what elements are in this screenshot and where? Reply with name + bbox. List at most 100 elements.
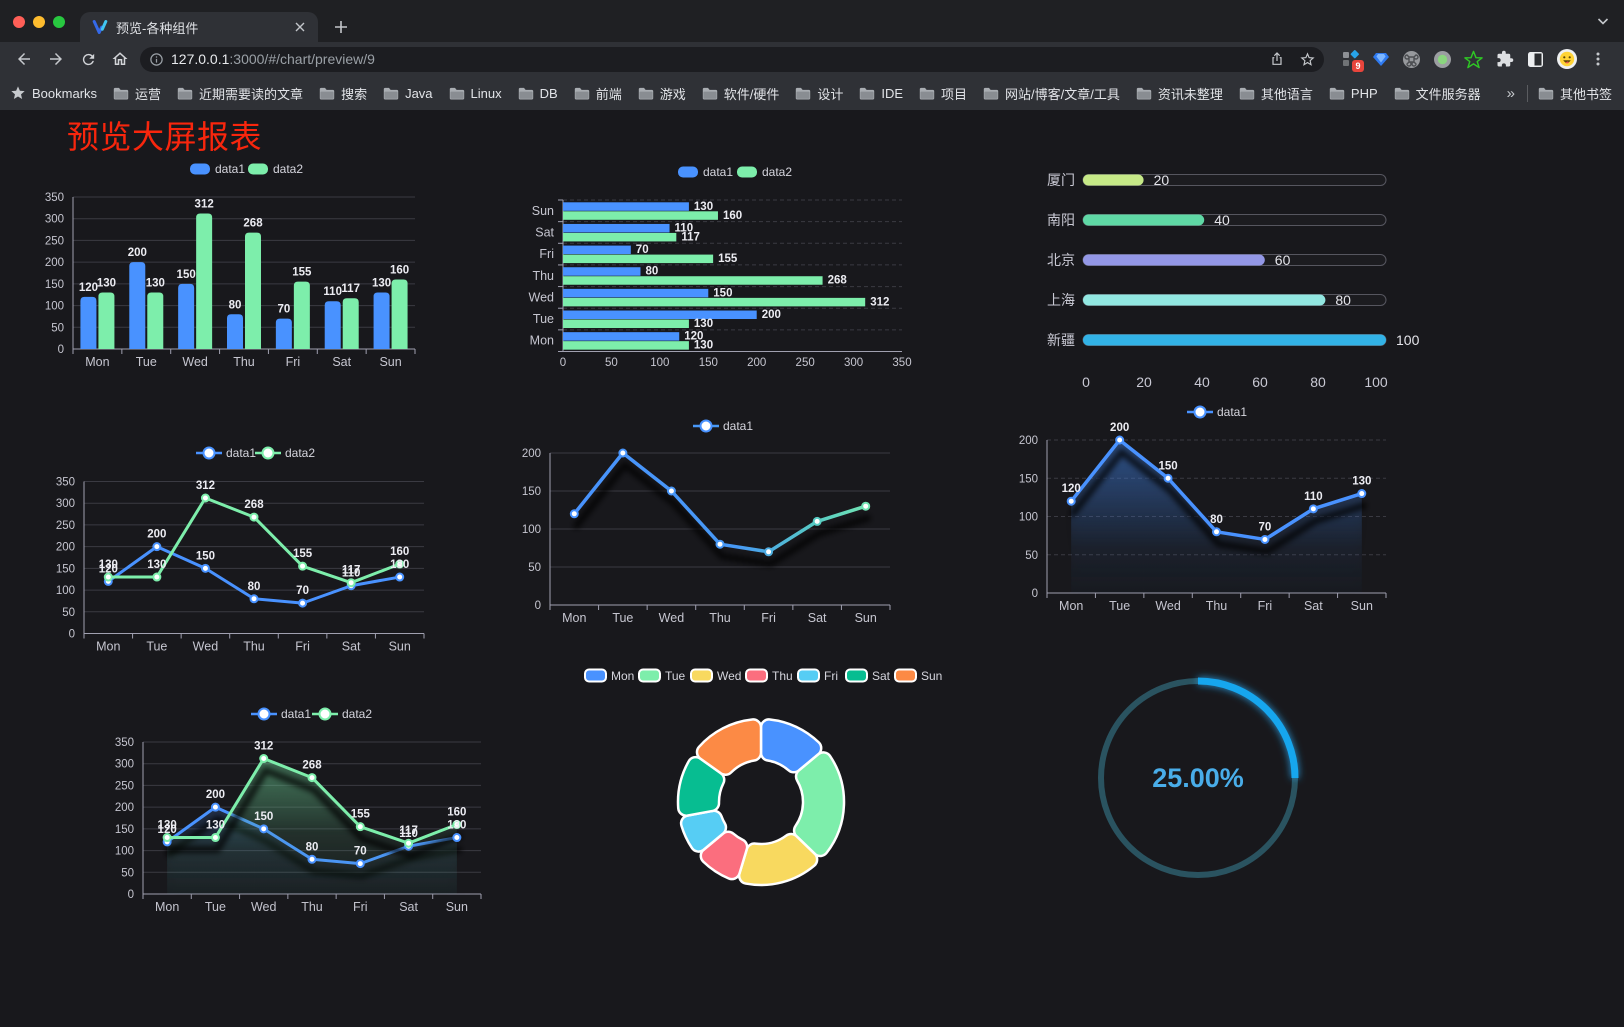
bookmark-item[interactable]: Linux <box>449 86 502 101</box>
extension-grid-icon[interactable]: 9 <box>1334 46 1365 72</box>
other-bookmarks-folder[interactable]: 其他书签 <box>1538 84 1612 103</box>
extensions-puzzle-icon[interactable] <box>1489 46 1520 72</box>
bookmark-item[interactable]: DB <box>518 86 558 101</box>
chart-gauge[interactable]: 25.00% <box>1098 677 1299 878</box>
data-point <box>1260 534 1270 544</box>
x-axis-label: Wed <box>193 640 219 654</box>
x-axis-label: Mon <box>155 900 179 914</box>
browser-menu-kebab-icon[interactable] <box>1582 46 1613 72</box>
forward-button[interactable] <box>40 45 72 73</box>
x-axis-label: Sun <box>379 355 401 369</box>
close-window-button[interactable] <box>13 16 25 28</box>
bookmark-label: Linux <box>470 85 502 101</box>
reload-button[interactable] <box>72 45 104 73</box>
address-bar[interactable]: 127.0.0.1:3000/#/chart/preview/9 <box>140 45 1324 73</box>
chart-line-gradient[interactable]: 0 50 100 150 200 Mon Tue Wed Thu Fri Sat Sun data1 <box>522 419 891 625</box>
bar <box>563 310 757 320</box>
legend-swatch[interactable] <box>745 668 768 683</box>
legend-swatch[interactable] <box>678 166 698 178</box>
bookmark-item[interactable]: 运营 <box>113 84 161 103</box>
progress-fill <box>1083 294 1326 306</box>
bookmark-item[interactable]: PHP <box>1329 86 1378 101</box>
legend-swatch[interactable] <box>894 668 917 683</box>
chart-donut[interactable]: Mon Tue Wed Thu Fri Sat Sun <box>584 668 942 887</box>
value-label: 268 <box>244 499 264 511</box>
value-label: 120 <box>79 282 98 294</box>
value-label: 155 <box>292 267 312 279</box>
legend-swatch[interactable] <box>690 668 713 683</box>
extension-gem-icon[interactable] <box>1365 46 1396 72</box>
bookmark-item[interactable]: 游戏 <box>638 84 686 103</box>
bookmark-item[interactable]: 资讯未整理 <box>1136 84 1223 103</box>
new-tab-button[interactable] <box>330 16 352 38</box>
chart-progress-bars[interactable]: 厦门 20 南阳 40 北京 60 上海 80 新疆 100 0 20 40 60 80 100 <box>1047 172 1420 390</box>
bookmark-item[interactable]: Java <box>383 86 433 101</box>
folder-icon <box>860 87 875 99</box>
bookmark-item[interactable]: 设计 <box>795 84 843 103</box>
y-axis-label: Fri <box>539 247 554 261</box>
extension-star-icon[interactable] <box>1458 46 1489 72</box>
chart-line-area[interactable]: 0 50 100 150 200 Mon Tue Wed Thu Fri Sat Sun 120 200 1… <box>1019 405 1387 613</box>
value-label: 80 <box>306 841 319 853</box>
x-axis-label: Tue <box>205 900 226 914</box>
legend-swatch[interactable] <box>638 668 661 683</box>
bookmark-label: 搜索 <box>341 86 368 102</box>
legend-swatch[interactable] <box>737 166 757 178</box>
bookmarks-manager-item[interactable]: Bookmarks <box>10 85 97 101</box>
bookmarks-separator <box>1526 84 1528 102</box>
share-icon[interactable] <box>1262 45 1292 73</box>
chart-line-two-series[interactable]: 0 50 100 150 200 250 300 350 Mon Tue Wed Thu Fri Sat S… <box>56 446 425 654</box>
bookmark-item[interactable]: 软件/硬件 <box>702 84 779 103</box>
legend-swatch[interactable] <box>190 163 210 175</box>
chart-bar-grouped[interactable]: 0 50 100 150 200 250 300 350 Mon Tue Wed Thu Fri Sat S… <box>45 162 416 369</box>
legend-swatch[interactable] <box>584 668 607 683</box>
zoom-window-button[interactable] <box>53 16 65 28</box>
bookmark-item[interactable]: 近期需要读的文章 <box>177 84 303 103</box>
bookmark-item[interactable]: IDE <box>859 86 903 101</box>
bookmark-item[interactable]: 文件服务器 <box>1394 84 1481 103</box>
value-label: 160 <box>390 265 409 277</box>
legend-swatch[interactable] <box>797 668 820 683</box>
legend-swatch[interactable] <box>248 163 268 175</box>
bookmarks-overflow-chevron[interactable]: » <box>1506 84 1515 102</box>
data-point <box>259 754 269 764</box>
profile-avatar[interactable] <box>1551 46 1582 72</box>
bookmark-item[interactable]: 项目 <box>919 84 967 103</box>
pie-slice[interactable] <box>695 718 763 777</box>
legend-label: Mon <box>611 669 634 683</box>
x-axis-label: Thu <box>301 900 323 914</box>
y-axis-label: 50 <box>1025 550 1038 562</box>
bookmark-item[interactable]: 搜索 <box>319 84 367 103</box>
bar <box>275 318 292 349</box>
extension-record-icon[interactable] <box>1427 46 1458 72</box>
tab-search-chevron-icon[interactable] <box>1596 14 1610 28</box>
value-label: 130 <box>147 559 166 571</box>
legend-label: data2 <box>762 165 792 179</box>
bookmark-item[interactable]: 前端 <box>574 84 622 103</box>
x-axis-label: Thu <box>243 640 265 654</box>
bar <box>563 232 677 242</box>
browser-tab[interactable]: 预览-各种组件 <box>80 12 318 42</box>
back-button[interactable] <box>8 45 40 73</box>
gauge-progress <box>1197 677 1299 779</box>
bookmark-star-icon[interactable] <box>1292 45 1322 73</box>
x-axis-label: Wed <box>182 355 208 369</box>
data-point <box>395 559 405 569</box>
tab-close-icon[interactable] <box>292 19 308 35</box>
folder-icon <box>449 87 464 99</box>
home-button[interactable] <box>104 45 136 73</box>
site-info-icon[interactable] <box>149 52 164 67</box>
minimize-window-button[interactable] <box>33 16 45 28</box>
legend-swatch[interactable] <box>845 668 868 683</box>
extension-command-icon[interactable] <box>1396 46 1427 72</box>
bookmark-item[interactable]: 其他语言 <box>1239 84 1313 103</box>
folder-icon <box>113 87 129 99</box>
chart-area-two-series[interactable]: 0 50 100 150 200 250 300 350 Mon Tue Wed Thu Fri Sat S… <box>115 707 482 914</box>
x-axis-label: Sat <box>808 611 827 625</box>
bookmark-item[interactable]: 网站/博客/文章/工具 <box>983 84 1120 103</box>
value-label: 130 <box>694 340 713 352</box>
extension-darkmode-icon[interactable] <box>1520 46 1551 72</box>
bookmark-label: 文件服务器 <box>1415 86 1481 102</box>
progress-label: 新疆 <box>1047 332 1075 348</box>
